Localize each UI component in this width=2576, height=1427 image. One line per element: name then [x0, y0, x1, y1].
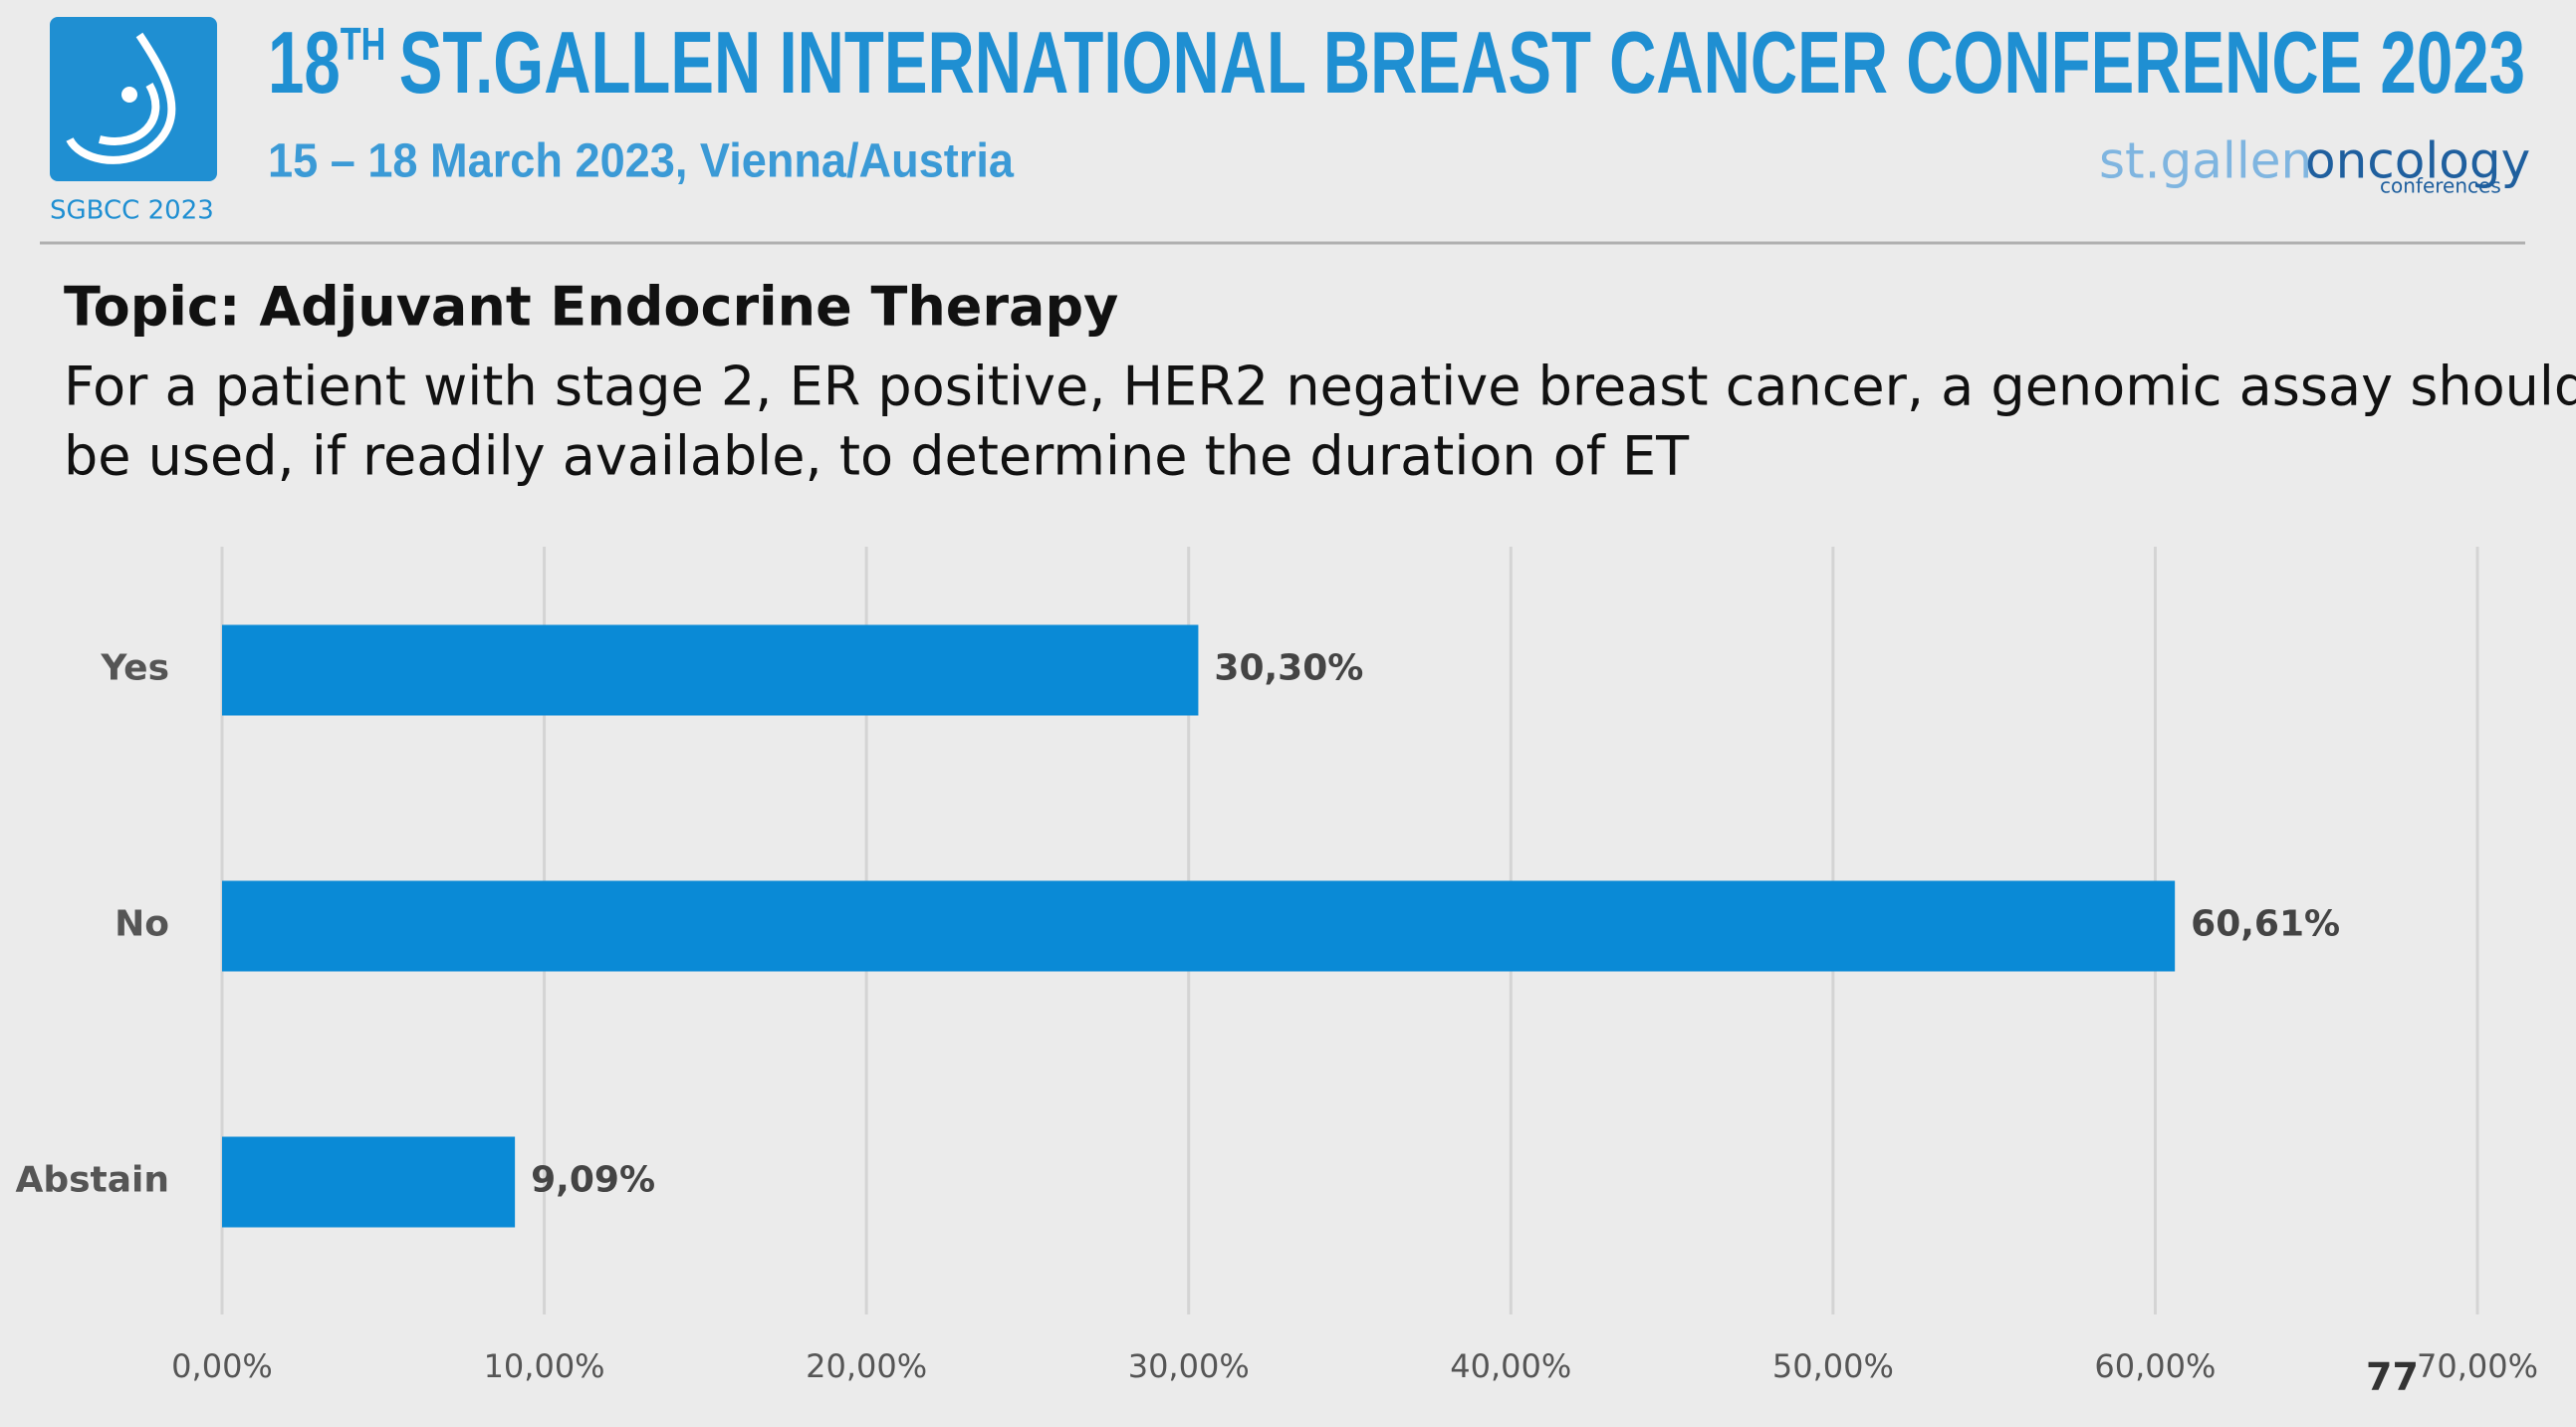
- partner-logo-a: st.gallen: [2099, 132, 2312, 190]
- logo-caption: SGBCC 2023: [50, 196, 214, 226]
- data-label: 30,30%: [1214, 648, 1363, 689]
- logo-dot: [121, 87, 137, 103]
- conference-dates: 15 – 18 March 2023, Vienna/Austria: [268, 135, 1014, 188]
- x-tick-label: 40,00%: [1450, 1347, 1571, 1385]
- data-label: 60,61%: [2191, 904, 2340, 945]
- bar: [222, 624, 1199, 716]
- chart: 0,00% 10,00% 20,00% 30,00% 40,00% 50,00% 60,00…: [15, 547, 2538, 1385]
- y-tick-label: Yes: [100, 648, 169, 689]
- x-tick-label: 70,00%: [2417, 1347, 2538, 1385]
- x-tick-label: 20,00%: [806, 1347, 927, 1385]
- partner-logo-c: conferences: [2380, 174, 2501, 198]
- conference-title: 18THST.GALLEN INTERNATIONAL BREAST CANCE…: [268, 13, 2525, 112]
- x-tick-label: 30,00%: [1128, 1347, 1250, 1385]
- question-line: For a patient with stage 2, ER positive,…: [64, 356, 2576, 418]
- partner-logo-b: oncology: [2305, 132, 2530, 190]
- title-suffix: TH: [341, 18, 386, 70]
- y-tick-label: No: [115, 904, 169, 945]
- title-number: 18: [268, 13, 341, 112]
- x-tick-label: 10,00%: [484, 1347, 605, 1385]
- x-tick-label: 50,00%: [1772, 1347, 1894, 1385]
- topic: Topic: Adjuvant Endocrine Therapy: [64, 276, 1118, 339]
- logo-icon: [66, 32, 176, 164]
- x-tick-label: 60,00%: [2094, 1347, 2216, 1385]
- slide-number: 77: [2366, 1355, 2419, 1399]
- data-label: 9,09%: [531, 1160, 655, 1201]
- question-line: be used, if readily available, to determ…: [64, 425, 1690, 488]
- x-tick-label: 0,00%: [171, 1347, 273, 1385]
- title-rest: ST.GALLEN INTERNATIONAL BREAST CANCER CO…: [399, 13, 2525, 112]
- bar: [222, 880, 2176, 972]
- bar: [222, 1136, 516, 1228]
- y-tick-label: Abstain: [15, 1160, 169, 1201]
